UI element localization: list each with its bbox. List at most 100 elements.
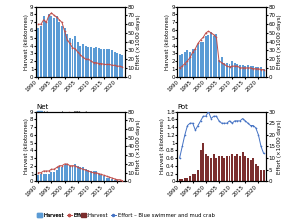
Bar xyxy=(178,179,181,181)
Bar xyxy=(114,52,116,77)
Bar xyxy=(114,180,116,181)
Bar xyxy=(116,53,118,77)
Bar xyxy=(257,67,259,77)
Y-axis label: Harvest (kilotonnes): Harvest (kilotonnes) xyxy=(159,118,165,174)
Bar xyxy=(210,32,212,77)
Bar xyxy=(249,66,252,77)
Bar xyxy=(90,170,92,181)
Bar xyxy=(72,167,73,181)
Bar xyxy=(43,16,45,77)
Bar xyxy=(234,63,236,77)
Bar xyxy=(231,154,233,181)
Bar xyxy=(207,35,210,77)
Bar xyxy=(92,48,95,77)
Bar xyxy=(213,36,215,77)
Bar xyxy=(226,156,228,181)
Bar xyxy=(236,154,238,181)
Bar xyxy=(77,42,79,77)
Bar xyxy=(77,166,79,181)
Bar xyxy=(242,152,244,181)
Bar xyxy=(103,50,105,77)
Bar xyxy=(100,175,102,181)
Legend: Harvest, Effort: Harvest, Effort xyxy=(34,109,90,118)
Bar xyxy=(79,167,81,181)
Bar xyxy=(108,50,110,77)
Bar xyxy=(194,49,196,77)
Bar xyxy=(119,54,121,77)
Bar xyxy=(82,44,84,77)
Bar xyxy=(37,28,39,77)
Bar xyxy=(184,52,186,77)
Bar xyxy=(40,26,42,77)
Bar xyxy=(247,158,249,181)
Bar xyxy=(66,34,68,77)
Bar xyxy=(260,67,262,77)
Bar xyxy=(255,67,257,77)
Bar xyxy=(92,171,95,181)
Bar xyxy=(116,180,118,181)
Bar xyxy=(58,22,60,77)
Bar xyxy=(53,172,55,181)
Bar xyxy=(56,170,58,181)
Bar xyxy=(74,164,76,181)
Bar xyxy=(223,158,225,181)
Bar xyxy=(202,42,204,77)
Bar xyxy=(205,154,207,181)
Bar xyxy=(215,34,217,77)
Bar xyxy=(48,15,50,77)
Bar xyxy=(111,50,113,77)
Bar xyxy=(263,69,265,77)
Bar xyxy=(255,164,257,181)
Y-axis label: Harvest (kilotonnes): Harvest (kilotonnes) xyxy=(24,118,29,174)
Bar xyxy=(229,156,230,181)
Bar xyxy=(244,156,246,181)
Bar xyxy=(103,176,105,181)
Bar xyxy=(231,61,233,77)
Y-axis label: Effort (×1000 days): Effort (×1000 days) xyxy=(136,119,141,174)
Bar xyxy=(210,158,212,181)
Bar xyxy=(85,45,87,77)
Bar xyxy=(53,18,55,77)
Bar xyxy=(257,166,259,181)
Bar xyxy=(90,47,92,77)
Y-axis label: Harvest (kilotonnes): Harvest (kilotonnes) xyxy=(24,14,29,70)
Bar xyxy=(181,54,183,77)
Text: Pot: Pot xyxy=(178,104,188,110)
Bar xyxy=(249,160,252,181)
Y-axis label: Effort (×1000 days): Effort (×1000 days) xyxy=(277,14,282,69)
Bar xyxy=(189,52,191,77)
Bar xyxy=(106,178,108,181)
Bar xyxy=(37,175,39,181)
Bar xyxy=(226,63,228,77)
Bar xyxy=(108,178,110,181)
Bar xyxy=(221,156,223,181)
Y-axis label: Effort (×1000 days): Effort (×1000 days) xyxy=(277,119,282,174)
Bar xyxy=(197,170,199,181)
Bar xyxy=(236,64,238,77)
Bar xyxy=(189,176,191,181)
Bar xyxy=(100,49,102,77)
Bar xyxy=(72,39,73,77)
Bar xyxy=(87,47,89,77)
Bar xyxy=(50,16,53,77)
Bar xyxy=(69,38,71,77)
Bar xyxy=(87,170,89,181)
Bar xyxy=(215,158,217,181)
Bar xyxy=(45,21,47,77)
Bar xyxy=(79,45,81,77)
Legend: Harvest, Effort: Harvest, Effort xyxy=(34,211,90,220)
Bar xyxy=(223,63,225,77)
Bar xyxy=(74,36,76,77)
Bar xyxy=(66,164,68,181)
Bar xyxy=(218,156,220,181)
Bar xyxy=(247,65,249,77)
Bar xyxy=(61,26,63,77)
Bar xyxy=(218,60,220,77)
Bar xyxy=(121,55,124,77)
Bar xyxy=(234,156,236,181)
Bar xyxy=(50,172,53,181)
Bar xyxy=(178,55,181,77)
Bar xyxy=(43,174,45,181)
Bar xyxy=(40,174,42,181)
Bar xyxy=(181,179,183,181)
